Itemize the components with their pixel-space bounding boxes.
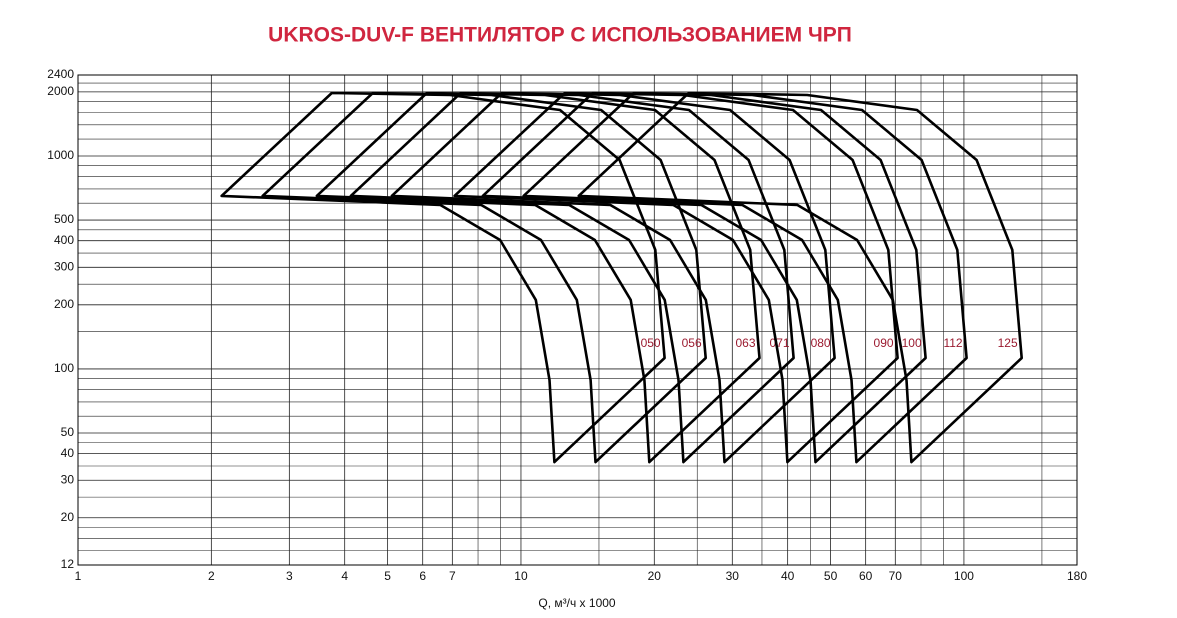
y-tick-label: 12 bbox=[61, 557, 75, 571]
y-tick-label: 100 bbox=[54, 361, 74, 375]
y-tick-label: 30 bbox=[61, 472, 75, 486]
x-tick-label: 3 bbox=[286, 569, 293, 583]
x-tick-label: 5 bbox=[384, 569, 391, 583]
fan-curve bbox=[522, 91, 968, 464]
y-tick-label: 50 bbox=[61, 425, 75, 439]
x-tick-label: 40 bbox=[781, 569, 795, 583]
fan-curve bbox=[220, 91, 666, 464]
fan-curve bbox=[315, 91, 761, 464]
x-tick-label: 1 bbox=[75, 569, 82, 583]
y-tick-label: 1000 bbox=[47, 148, 74, 162]
x-tick-label: 4 bbox=[341, 569, 348, 583]
series-label: 090 bbox=[874, 336, 894, 350]
y-tick-label: 20 bbox=[61, 510, 75, 524]
x-tick-label: 10 bbox=[514, 569, 528, 583]
chart-title: UKROS-DUV-F ВЕНТИЛЯТОР С ИСПОЛЬЗОВАНИЕМ … bbox=[268, 24, 852, 47]
y-tick-label: 500 bbox=[54, 212, 74, 226]
series-label: 112 bbox=[943, 336, 962, 350]
x-tick-label: 7 bbox=[449, 569, 456, 583]
series-label: 080 bbox=[811, 336, 831, 350]
x-tick-label: 20 bbox=[648, 569, 662, 583]
series-label: 050 bbox=[641, 336, 661, 350]
series-label: 100 bbox=[902, 336, 922, 350]
x-tick-label: 70 bbox=[889, 569, 903, 583]
series-label: 056 bbox=[682, 336, 702, 350]
plot-frame bbox=[77, 74, 1078, 566]
x-tick-label: 180 bbox=[1067, 569, 1087, 583]
fan-curve bbox=[261, 91, 707, 464]
y-tick-label: 300 bbox=[54, 259, 74, 273]
fan-curve bbox=[349, 91, 795, 464]
x-tick-label: 6 bbox=[419, 569, 426, 583]
y-tick-label: 200 bbox=[54, 297, 74, 311]
y-tick-label: 2400 bbox=[47, 67, 74, 81]
y-tick-label: 40 bbox=[61, 446, 75, 460]
fan-curve bbox=[577, 91, 1023, 464]
fan-curve bbox=[390, 91, 836, 464]
x-tick-label: 2 bbox=[208, 569, 215, 583]
x-tick-label: 100 bbox=[954, 569, 974, 583]
y-tick-label: 400 bbox=[54, 233, 74, 247]
x-tick-label: 50 bbox=[824, 569, 838, 583]
y-tick-label: 2000 bbox=[47, 84, 74, 98]
series-label: 125 bbox=[998, 336, 1018, 350]
series-label: 063 bbox=[735, 336, 755, 350]
series-label: 071 bbox=[770, 336, 790, 350]
fan-curve bbox=[481, 91, 927, 464]
x-tick-label: 60 bbox=[859, 569, 873, 583]
x-tick-label: 30 bbox=[726, 569, 740, 583]
x-axis-label: Q, м³/ч x 1000 bbox=[538, 596, 616, 610]
